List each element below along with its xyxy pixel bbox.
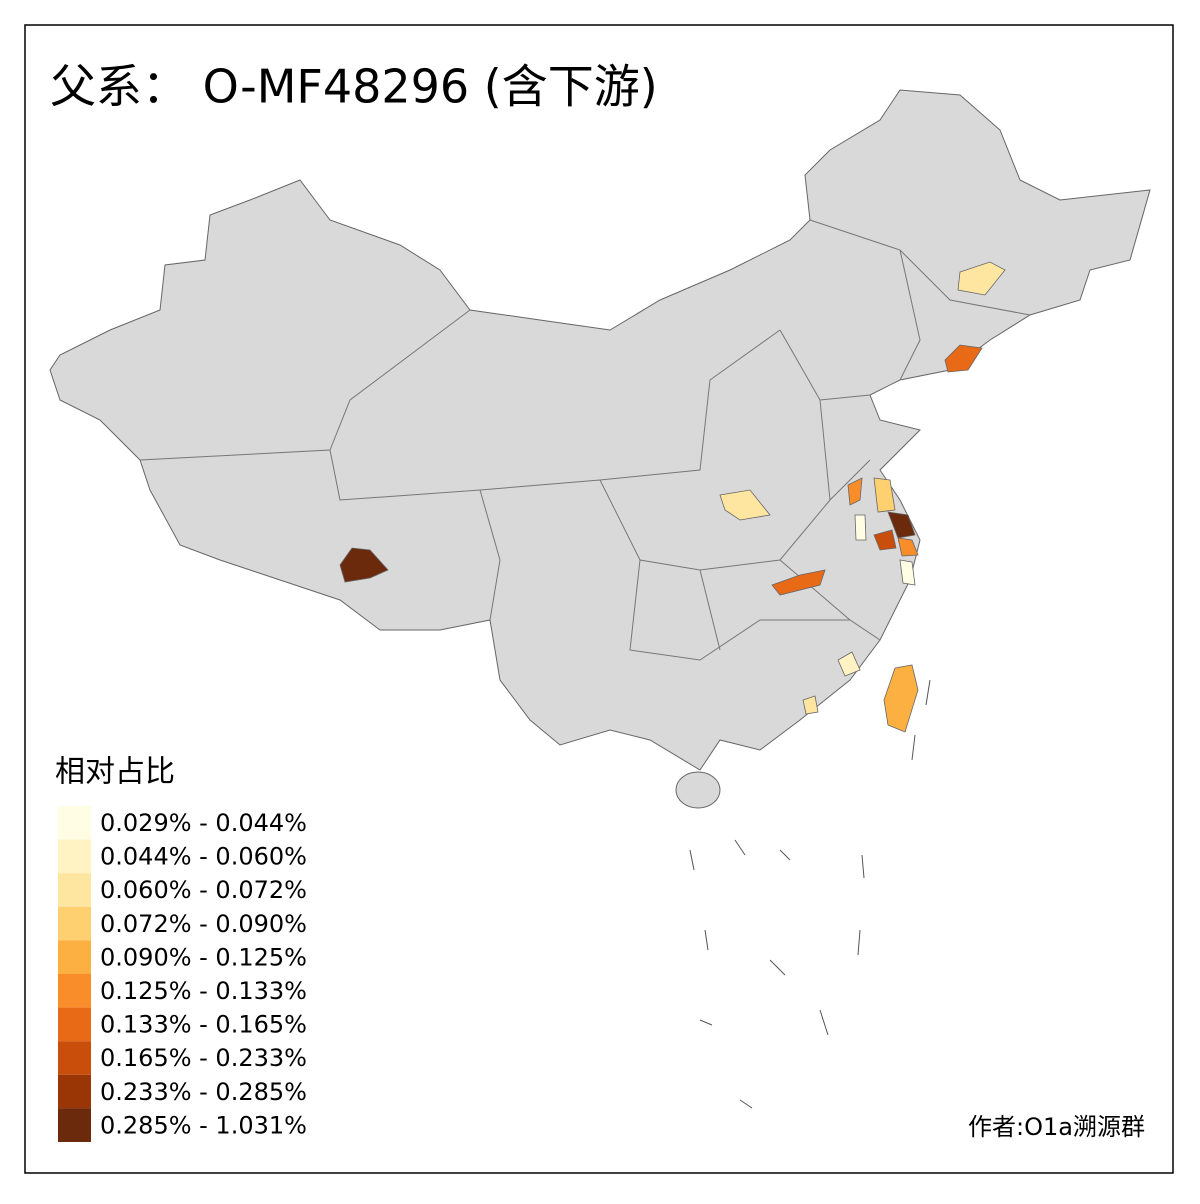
legend: 0.029% - 0.044% 0.044% - 0.060% 0.060% - 0… [58, 806, 307, 1142]
legend-swatch [58, 1074, 91, 1109]
region [873, 529, 897, 551]
taiwan [883, 664, 919, 733]
legend-label: 0.233% - 0.285% [100, 1078, 307, 1106]
legend-title: 相对占比 [55, 755, 175, 790]
legend-label: 0.072% - 0.090% [100, 910, 307, 938]
legend-label: 0.285% - 1.031% [100, 1111, 307, 1139]
legend-swatch [58, 1108, 91, 1142]
title: 父系： O-MF48296 (含下游) [50, 60, 658, 114]
legend-swatch [58, 940, 91, 974]
legend-swatch [58, 873, 91, 907]
region [719, 489, 771, 521]
region [771, 569, 826, 596]
region [897, 537, 919, 557]
region [339, 547, 389, 583]
legend-label: 0.133% - 0.165% [100, 1011, 307, 1039]
legend-swatch [58, 1007, 91, 1042]
region [887, 511, 916, 539]
region [957, 261, 1006, 296]
region [847, 477, 863, 506]
region [837, 651, 861, 677]
legend-swatch [58, 1041, 91, 1075]
region [802, 695, 819, 715]
legend-swatch [58, 839, 91, 874]
islands [689, 679, 931, 1109]
province-borders [139, 219, 1031, 661]
region [854, 514, 867, 541]
legend-label: 0.060% - 0.072% [100, 876, 307, 904]
region [899, 559, 916, 586]
legend-label: 0.165% - 0.233% [100, 1044, 307, 1072]
hainan [675, 771, 721, 809]
legend-label: 0.125% - 0.133% [100, 977, 307, 1005]
legend-label: 0.090% - 0.125% [100, 943, 307, 971]
region [873, 477, 896, 513]
legend-swatch [58, 974, 91, 1008]
region [944, 344, 983, 373]
legend-swatch [58, 806, 91, 840]
legend-label: 0.029% - 0.044% [100, 809, 307, 837]
legend-label: 0.044% - 0.060% [100, 843, 307, 871]
legend-swatch [58, 906, 91, 941]
map [49, 89, 1151, 1109]
china-outline [49, 89, 1151, 771]
credit: 作者:O1a溯源群 [968, 1113, 1145, 1141]
